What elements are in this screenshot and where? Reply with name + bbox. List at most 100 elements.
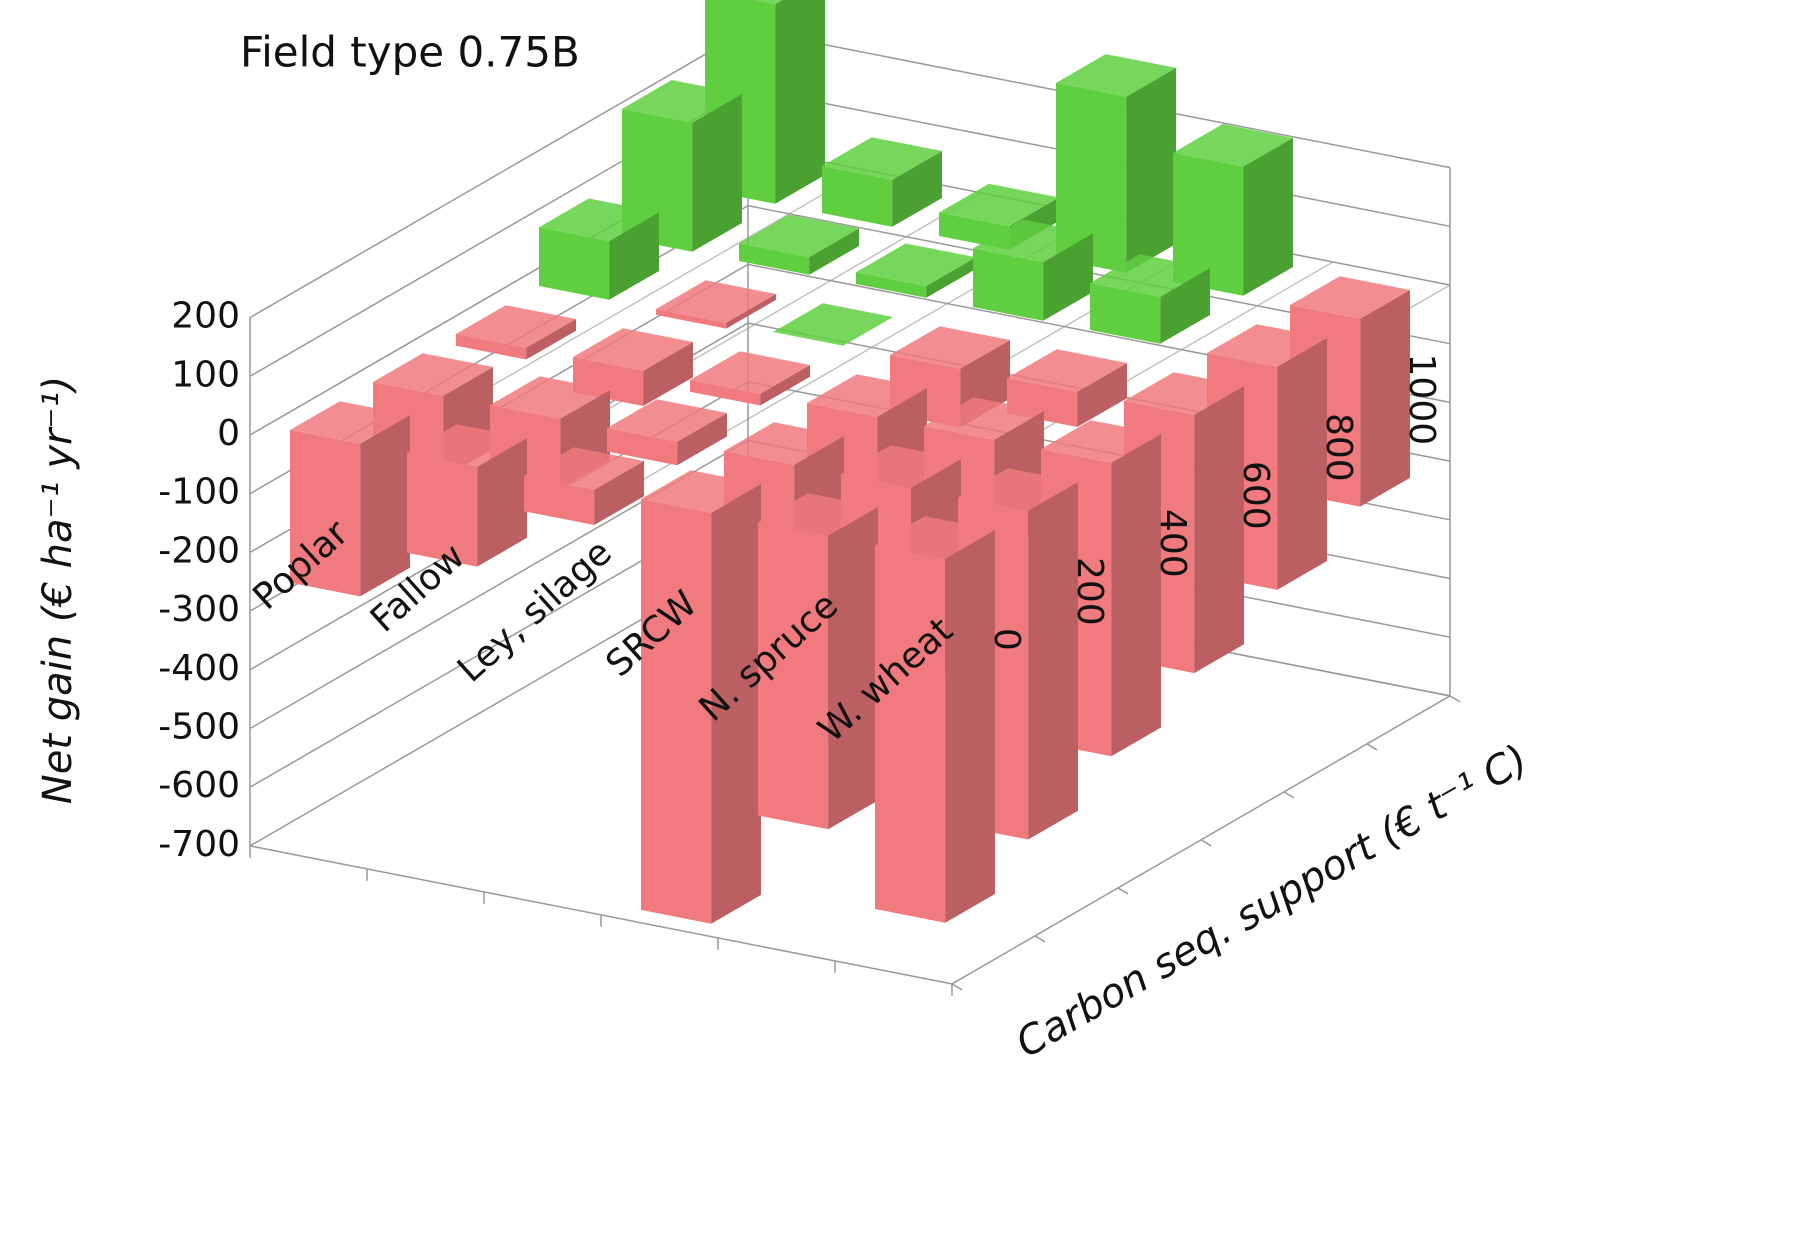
bar-top (958, 468, 1078, 511)
bar-top (841, 445, 961, 488)
bar (822, 137, 942, 227)
bar (539, 198, 659, 300)
y-axis-title: Net gain (€ ha⁻¹ yr⁻¹) (35, 376, 81, 804)
bar-front (641, 499, 712, 924)
y-tick-label: 200 (171, 296, 240, 337)
y-tick-label: 100 (171, 354, 240, 395)
z-axis-title: Carbon seq. support (€ t⁻¹ C) (1008, 736, 1535, 1067)
axis-tick (1366, 743, 1378, 751)
bar-top (758, 493, 878, 536)
bar (856, 243, 976, 298)
bar-top (1173, 124, 1293, 167)
z-tick-label: 200 (1069, 557, 1110, 626)
bar-top (373, 353, 493, 396)
bar-side (692, 93, 742, 252)
bar-top (524, 447, 644, 490)
bar-side (760, 365, 810, 406)
bar-top (1207, 324, 1327, 367)
bar-side (677, 413, 727, 466)
bar-side (526, 319, 576, 360)
bar-top (1090, 254, 1210, 297)
y-tick-label: -500 (158, 707, 240, 748)
bar-top (807, 374, 927, 417)
axis-tick (1117, 887, 1129, 895)
bar-side (775, 0, 825, 204)
bar-top (1041, 420, 1161, 463)
bar-side (1126, 67, 1176, 273)
z-tick-label: 1000 (1401, 354, 1442, 446)
z-tick-label: 400 (1152, 509, 1193, 578)
bar (456, 305, 576, 360)
bar-top (973, 219, 1093, 263)
y-tick-label: -400 (158, 648, 240, 689)
bar-side (1277, 338, 1327, 590)
bar-front (290, 430, 361, 597)
bar (290, 401, 410, 597)
z-tick-label: 600 (1235, 461, 1276, 530)
bar-top (641, 470, 761, 513)
bar-top (939, 183, 1059, 227)
bar-side (477, 438, 527, 567)
axis-tick (1283, 791, 1295, 799)
bar-top (1290, 276, 1410, 319)
bar (973, 219, 1093, 321)
bar-side (726, 294, 776, 329)
y-tick-label: -700 (158, 824, 240, 865)
bar-front (973, 248, 1044, 321)
chart-title: Field type 0.75B (240, 28, 580, 77)
axis-tick (1200, 839, 1212, 847)
bar-front (1090, 283, 1161, 344)
bar-top (890, 326, 1010, 369)
bar-side (828, 507, 878, 830)
bar-front (456, 334, 527, 360)
bar-front (739, 243, 810, 275)
bar (607, 399, 727, 466)
bar-side (1194, 386, 1244, 674)
bar (656, 280, 776, 329)
bar (407, 424, 527, 567)
bar-top (1007, 349, 1127, 392)
bar (1173, 124, 1293, 296)
z-tick-label: 0 (986, 628, 1027, 651)
bar-top (1056, 54, 1176, 97)
bar-side (1028, 482, 1078, 840)
bar-top (856, 243, 976, 287)
bar-front (1056, 82, 1127, 273)
y-tick-label: -600 (158, 765, 240, 806)
bar-side (809, 228, 859, 275)
bar-front (875, 545, 946, 923)
bar-side (609, 212, 659, 300)
bar-top (656, 280, 776, 323)
y-tick-label: -200 (158, 530, 240, 571)
bar-top (875, 516, 995, 559)
axis-tick (1034, 935, 1046, 943)
bar-top (690, 351, 810, 394)
bar (641, 470, 761, 924)
bar-front (690, 380, 761, 406)
bar-top (407, 424, 527, 467)
bar-top (456, 305, 576, 348)
bar-side (1360, 290, 1410, 507)
bar-front (539, 227, 610, 300)
bar-front (407, 453, 478, 567)
bar-side (1243, 137, 1293, 296)
bar (690, 351, 810, 406)
bar (1090, 254, 1210, 344)
bar (524, 447, 644, 526)
bar-front (607, 428, 678, 466)
bar-top (607, 399, 727, 442)
bar-top (1124, 372, 1244, 415)
bar-top (490, 376, 610, 419)
bar-front (524, 476, 595, 526)
bar-front (758, 522, 829, 830)
bar-side (926, 257, 976, 298)
y-tick-label: -100 (158, 472, 240, 513)
axis-tick (1449, 695, 1461, 703)
bar-top (290, 401, 410, 444)
bar-top (822, 137, 942, 180)
bar-top (773, 303, 893, 346)
bar (875, 516, 995, 923)
bar-top (573, 328, 693, 371)
bar-side (945, 530, 995, 923)
bar-top (753, 0, 783, 5)
